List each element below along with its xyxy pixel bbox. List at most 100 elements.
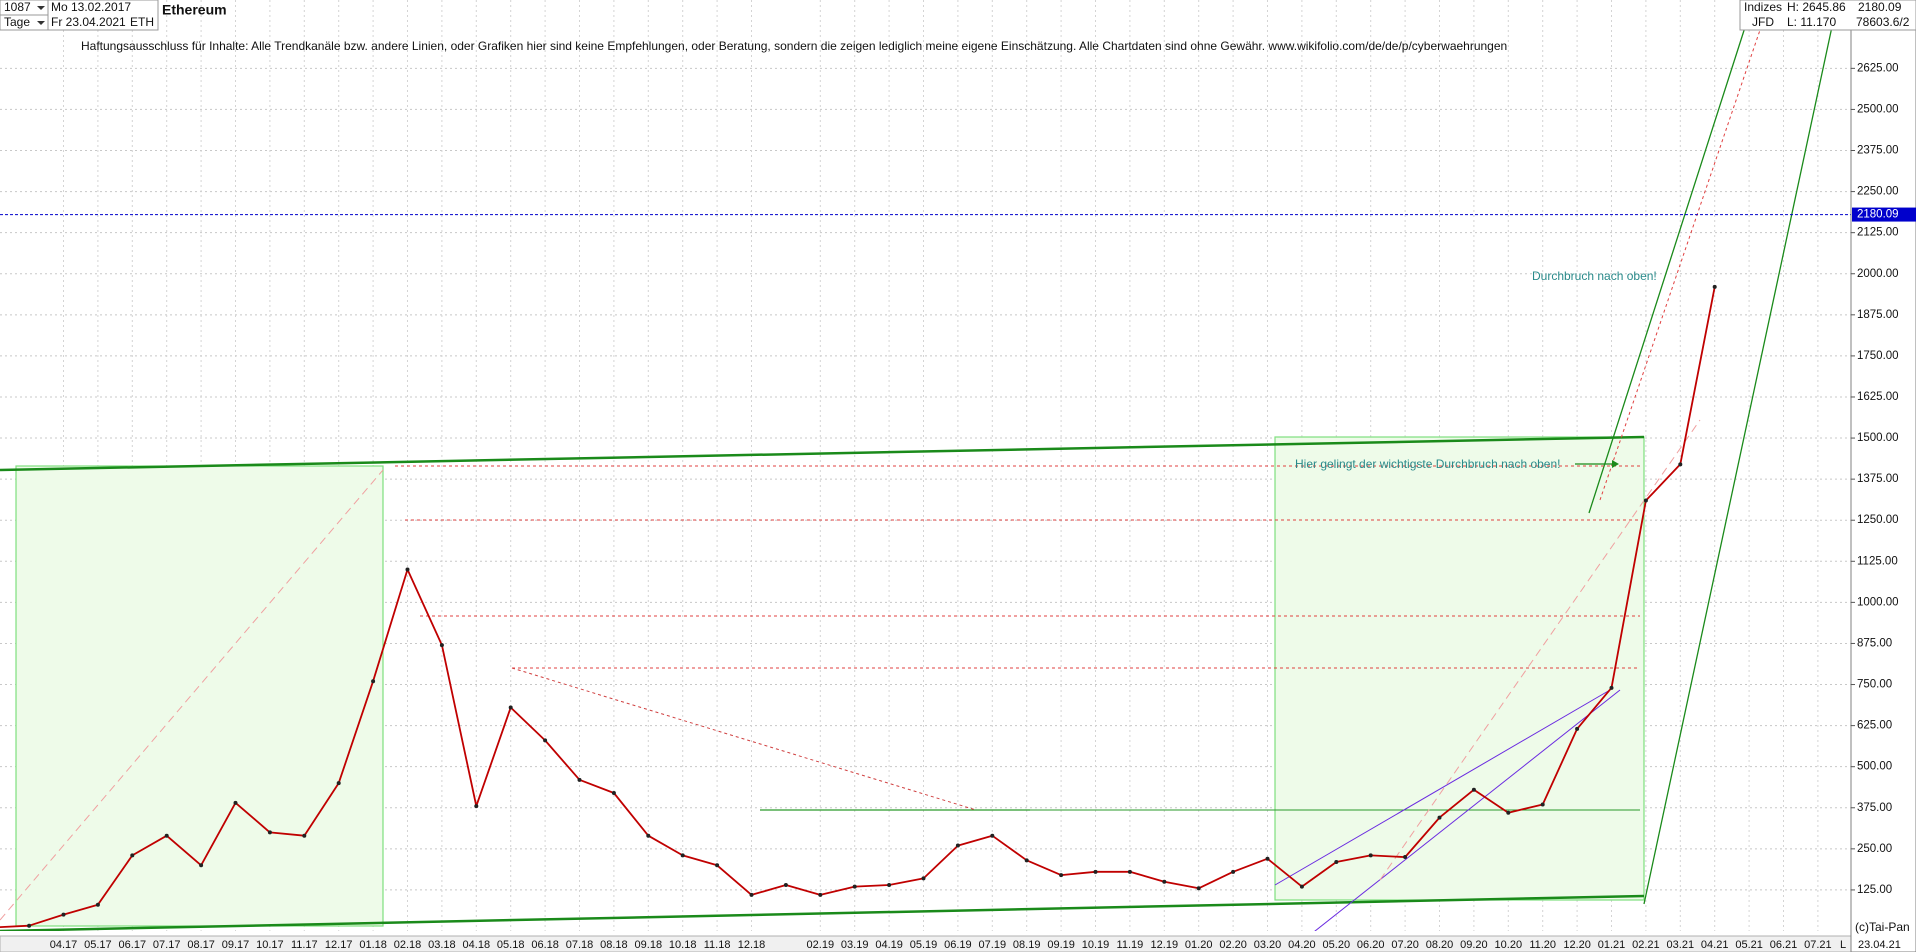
header: 1087 Tage Mo 13.02.2017 Fr 23.04.2021 ET… bbox=[0, 0, 1916, 31]
y-tick-label: 500.00 bbox=[1857, 761, 1892, 773]
price-point bbox=[955, 843, 960, 848]
x-tick-label: 06.18 bbox=[531, 939, 559, 951]
y-tick-label: 2375.00 bbox=[1857, 145, 1899, 157]
price-point bbox=[95, 902, 100, 907]
y-tick-label: 2000.00 bbox=[1857, 268, 1899, 280]
y-axis-panel bbox=[1850, 0, 1916, 952]
y-tick-label: 1250.00 bbox=[1857, 514, 1899, 526]
y-tick-label: 2125.00 bbox=[1857, 227, 1899, 239]
header-box bbox=[1739, 0, 1916, 31]
exchange: Indizes bbox=[1744, 0, 1782, 14]
price-point bbox=[1403, 855, 1408, 860]
price-point bbox=[818, 892, 823, 897]
x-tick-label: 07.18 bbox=[566, 939, 594, 951]
zone-box bbox=[15, 465, 384, 927]
x-tick-label: 04.17 bbox=[50, 939, 78, 951]
x-tick-label: 06.19 bbox=[944, 939, 972, 951]
channel-line bbox=[1588, 17, 1749, 514]
x-tick-label: 08.20 bbox=[1426, 939, 1454, 951]
x-tick-label: 07.20 bbox=[1391, 939, 1419, 951]
last-price-box bbox=[1852, 207, 1916, 222]
x-tick-label: 11.20 bbox=[1529, 939, 1556, 951]
x-tick-label: 12.19 bbox=[1151, 939, 1179, 951]
price-point bbox=[1609, 685, 1614, 690]
x-tick-label: 02.20 bbox=[1219, 939, 1247, 951]
price-point bbox=[1368, 853, 1373, 858]
x-tick-label: 09.19 bbox=[1047, 939, 1075, 951]
x-tick-label: 12.20 bbox=[1563, 939, 1591, 951]
start-date: Mo 13.02.2017 bbox=[51, 0, 131, 14]
last-price-header: 2180.09 bbox=[1858, 0, 1902, 14]
channel-line bbox=[1274, 689, 1611, 886]
footer-date: 23.04.21 bbox=[1858, 939, 1901, 951]
price-point bbox=[749, 892, 754, 897]
price-point bbox=[302, 833, 307, 838]
x-tick-label: 04.19 bbox=[875, 939, 903, 951]
price-point bbox=[715, 863, 720, 868]
x-tick-label: 06.20 bbox=[1357, 939, 1385, 951]
price-point bbox=[371, 679, 376, 684]
guide-line bbox=[0, 469, 384, 921]
dropdown-icon[interactable] bbox=[37, 6, 45, 10]
x-tick-label: 10.20 bbox=[1495, 939, 1523, 951]
price-point bbox=[1127, 869, 1132, 874]
y-tick-label: 250.00 bbox=[1857, 843, 1892, 855]
guide-line bbox=[1599, 29, 1761, 501]
y-tick-label: 625.00 bbox=[1857, 720, 1892, 732]
guide-line bbox=[1379, 419, 1701, 881]
x-tick-label: 08.18 bbox=[600, 939, 628, 951]
price-point bbox=[439, 643, 444, 648]
y-tick-label: 1875.00 bbox=[1857, 309, 1899, 321]
price-point bbox=[1643, 498, 1648, 503]
guide-line bbox=[511, 667, 977, 811]
disclaimer: Haftungsausschluss für Inhalte: Alle Tre… bbox=[81, 39, 1507, 53]
high: H: 2645.86 bbox=[1787, 0, 1846, 14]
x-tick-label: 03.21 bbox=[1667, 939, 1695, 951]
x-tick-label: 08.19 bbox=[1013, 939, 1041, 951]
price-point bbox=[1540, 802, 1545, 807]
x-tick-label: 10.19 bbox=[1082, 939, 1110, 951]
price-point bbox=[543, 738, 548, 743]
price-point bbox=[508, 705, 513, 710]
x-tick-label: 04.18 bbox=[463, 939, 491, 951]
footer-mark: L bbox=[1840, 939, 1846, 951]
x-tick-label: 03.20 bbox=[1254, 939, 1282, 951]
drawings bbox=[0, 17, 1834, 931]
x-tick-label: 05.21 bbox=[1735, 939, 1763, 951]
price-point bbox=[199, 863, 204, 868]
price-point bbox=[1024, 858, 1029, 863]
y-tick-label: 1625.00 bbox=[1857, 391, 1899, 403]
x-tick-label: 01.20 bbox=[1185, 939, 1213, 951]
price-point bbox=[1471, 787, 1476, 792]
y-tick-label: 750.00 bbox=[1857, 679, 1892, 691]
x-tick-label: 06.21 bbox=[1770, 939, 1798, 951]
x-tick-label: 05.17 bbox=[84, 939, 112, 951]
x-tick-label: 09.20 bbox=[1460, 939, 1488, 951]
channel-line bbox=[1314, 689, 1621, 931]
x-tick-label: 11.18 bbox=[704, 939, 731, 951]
x-tick-label: 09.17 bbox=[222, 939, 250, 951]
price-point bbox=[130, 853, 135, 858]
x-tick-label: 10.17 bbox=[256, 939, 284, 951]
y-tick-label: 1000.00 bbox=[1857, 596, 1899, 608]
price-point bbox=[267, 830, 272, 835]
price-point bbox=[1678, 462, 1683, 467]
y-tick-label: 2500.00 bbox=[1857, 103, 1899, 115]
y-tick-label: 2250.00 bbox=[1857, 186, 1899, 198]
x-tick-label: 11.17 bbox=[291, 939, 318, 951]
chart-title: Ethereum bbox=[162, 2, 227, 18]
source: JFD bbox=[1752, 15, 1774, 29]
channel-line bbox=[1643, 21, 1834, 905]
price-point bbox=[1299, 884, 1304, 889]
dropdown-icon[interactable] bbox=[37, 21, 45, 25]
x-tick-label: 10.18 bbox=[669, 939, 697, 951]
price-point bbox=[233, 800, 238, 805]
price-point bbox=[680, 853, 685, 858]
x-tick-label: 12.17 bbox=[325, 939, 353, 951]
symbol: ETH bbox=[130, 15, 154, 29]
x-tick-label: 05.20 bbox=[1323, 939, 1351, 951]
low: L: 11.170 bbox=[1787, 15, 1836, 29]
x-tick-label: 07.21 bbox=[1804, 939, 1832, 951]
x-tick-label: 02.18 bbox=[394, 939, 422, 951]
